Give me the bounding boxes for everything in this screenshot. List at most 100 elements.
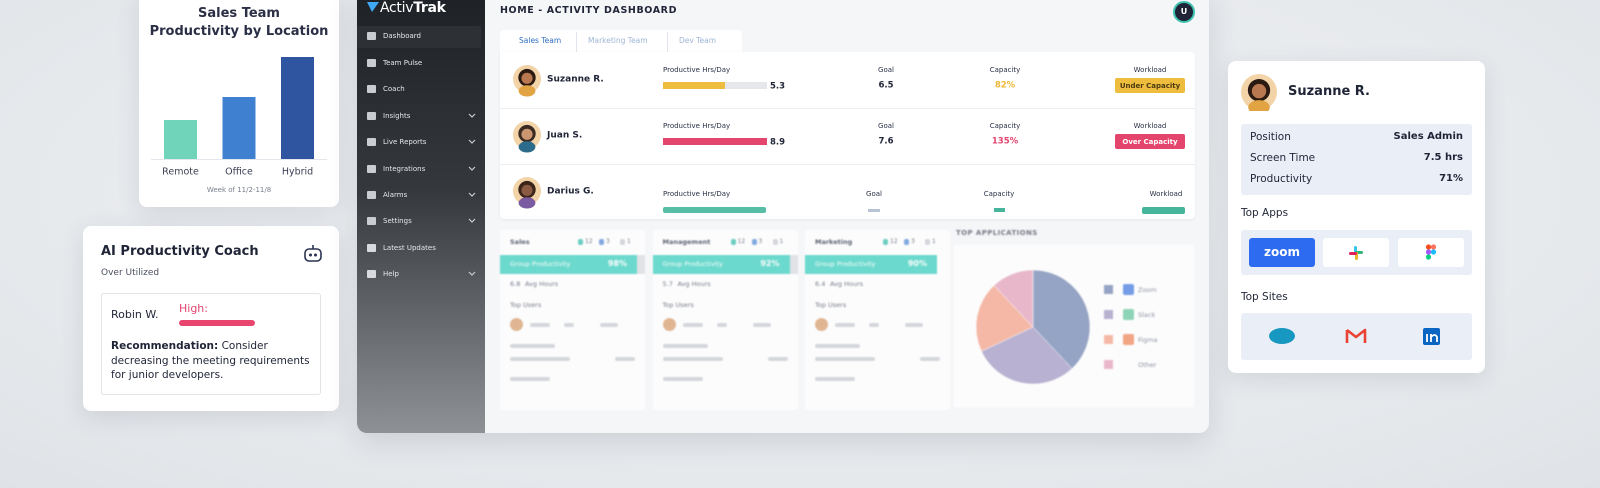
chart-caption: Week of 11/2-11/8 — [207, 186, 271, 194]
figma-part — [1430, 244, 1437, 250]
menu-item[interactable]: Help — [357, 269, 485, 281]
team-count: 3 — [758, 238, 763, 245]
field-value: 7.5 hrs — [1423, 152, 1463, 163]
menu-item[interactable]: Latest Updates — [357, 243, 485, 255]
menu-icon — [367, 138, 376, 146]
legend-label: Zoom — [1138, 286, 1157, 294]
robot-eye — [309, 253, 312, 257]
row-name: Darius G. — [547, 187, 594, 197]
menu-label: Insights — [383, 112, 411, 120]
avatar-face — [521, 184, 533, 196]
avatar-face — [1251, 83, 1267, 99]
menu-item[interactable]: Insights — [357, 111, 485, 123]
menu-label: Alarms — [383, 191, 408, 199]
col-label: Workload — [1134, 122, 1167, 130]
tab[interactable]: Sales Team — [519, 36, 562, 45]
bar-end — [637, 255, 645, 274]
menu-label: Coach — [383, 85, 405, 93]
menu-icon — [367, 85, 376, 93]
chevron — [468, 113, 476, 118]
graphic — [468, 192, 476, 197]
slack-app[interactable] — [1323, 238, 1389, 267]
blur-text — [510, 344, 555, 348]
menu-icon — [367, 32, 376, 40]
col-label: Capacity — [990, 122, 1021, 130]
col-label: Productive Hrs/Day — [663, 122, 730, 130]
recommendation-text: Consider decreasing the meeting requirem… — [111, 340, 310, 381]
blur-text — [564, 323, 574, 327]
col-label: Goal — [878, 122, 894, 130]
legend-swatch — [1104, 360, 1113, 369]
logo-text-bold: Trak — [413, 0, 446, 16]
avatar-body — [518, 197, 536, 209]
menu-label: Settings — [383, 217, 412, 225]
blur-dash — [868, 209, 880, 212]
top-users: Top Users — [510, 301, 542, 309]
logo-text: Activ — [380, 0, 414, 16]
chart-title: Sales Team Productivity by Location — [149, 6, 329, 39]
team-count: 12 — [890, 238, 898, 245]
blur-text — [835, 323, 855, 327]
count-icon — [730, 239, 736, 245]
workload-tag — [1115, 78, 1185, 93]
team-count: 1 — [627, 238, 631, 245]
team-count: 3 — [911, 238, 915, 245]
linkedin-in — [1426, 334, 1438, 342]
blur-text — [815, 344, 860, 348]
team-name: Sales — [510, 238, 530, 246]
menu-item[interactable]: Integrations — [357, 164, 485, 176]
coach-level-bar — [179, 320, 255, 326]
capacity-value: 135% — [992, 137, 1019, 147]
coach-level: High: — [179, 302, 208, 315]
apps-title: TOP APPLICATIONS — [956, 229, 1038, 237]
goal-value: 6.5 — [878, 81, 893, 91]
user-avatar[interactable]: U — [1173, 1, 1195, 23]
zoom-app[interactable]: zoom — [1249, 238, 1315, 267]
tab[interactable]: Dev Team — [679, 36, 717, 45]
blur-text — [615, 357, 635, 361]
col-label: Productive Hrs/Day — [663, 190, 730, 198]
row-name: Juan S. — [546, 131, 582, 141]
legend-label: Figma — [1138, 336, 1158, 344]
figma-app[interactable] — [1398, 238, 1464, 267]
blur-text — [815, 357, 875, 361]
productivity-label: Group Productivity — [662, 260, 723, 268]
menu-item[interactable]: Settings — [357, 216, 485, 228]
graphic: Suzanne R. Productive Hrs/Day Goal Capacity… — [500, 65, 1195, 214]
blur-text — [767, 357, 788, 361]
bar-end — [789, 255, 798, 274]
recommendation-label: Recommendation: — [111, 340, 219, 352]
menu-label: Help — [383, 270, 399, 278]
blur-text — [716, 323, 727, 327]
col-label: Productive Hrs/Day — [663, 66, 730, 74]
figma-part — [1425, 254, 1432, 260]
robot-icon — [304, 248, 322, 262]
blur-text — [815, 377, 855, 381]
apps-panel: TOP APPLICATIONS Zoom Slack Figma Other — [954, 229, 1196, 410]
menu-item[interactable]: Live Reports — [357, 137, 485, 149]
coach-card: AI Productivity Coach Over Utilized Robin … — [83, 226, 339, 411]
top-users: Top Users — [662, 301, 694, 309]
productivity-value: 98% — [607, 259, 627, 268]
menu-item[interactable]: Dashboard — [357, 31, 485, 43]
blur-text — [662, 357, 723, 361]
graphic — [468, 166, 476, 171]
menu-item[interactable]: Coach — [357, 84, 485, 96]
chevron — [468, 166, 476, 171]
user-dot — [510, 318, 523, 331]
graphic: Remote Office Hybrid Week of 11/2-11/8 — [151, 57, 327, 194]
page-title: HOME - ACTIVITY DASHBOARD — [500, 5, 678, 16]
tab-divider — [576, 32, 577, 52]
avatar-face — [521, 128, 533, 140]
graphic — [1269, 328, 1440, 345]
menu-label: Team Pulse — [383, 59, 423, 67]
section-title: Top Apps — [1241, 207, 1289, 219]
menu-label: Integrations — [383, 165, 426, 173]
field-label: Productivity — [1250, 173, 1313, 185]
menu-item[interactable]: Alarms — [357, 190, 485, 202]
menu-item[interactable]: Team Pulse — [357, 58, 485, 70]
count-icon — [772, 239, 778, 245]
coach-title: AI Productivity Coach — [101, 244, 259, 259]
team-count: 12 — [585, 238, 593, 245]
tab[interactable]: Marketing Team — [588, 36, 648, 45]
